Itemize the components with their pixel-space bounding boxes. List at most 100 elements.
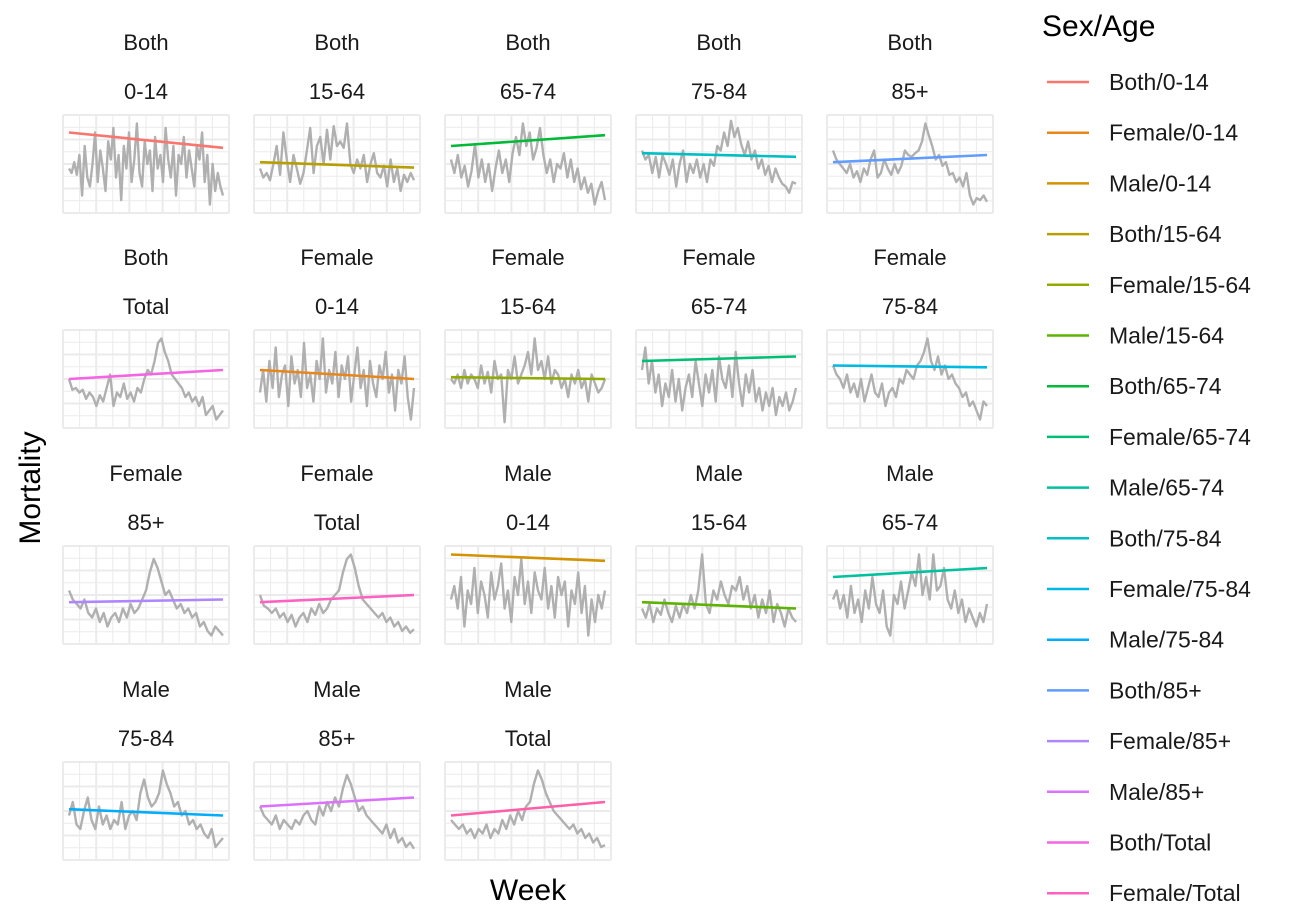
legend-label: Both/65-74	[1109, 373, 1222, 399]
facet-strip-sex: Female	[491, 245, 564, 270]
panel-grid	[444, 761, 612, 861]
trend-line	[68, 131, 224, 150]
mortality-series-line	[450, 337, 607, 424]
facet-strip-age: 75-84	[691, 79, 747, 104]
x-axis-title: Week	[490, 874, 567, 907]
legend-label: Both/0-14	[1109, 69, 1209, 95]
facet-strip-sex: Female	[109, 461, 182, 486]
facet-strip-sex: Male	[695, 461, 743, 486]
trend-line	[259, 796, 415, 808]
facet-strip-sex: Female	[873, 245, 946, 270]
facet-strip-age: 0-14	[124, 79, 168, 104]
trend-line	[259, 593, 415, 604]
facet-strip-sex: Male	[504, 677, 552, 702]
facet-strip-age: 85+	[318, 726, 355, 751]
facet-strip-age: 15-64	[309, 79, 365, 104]
legend-label: Female/65-74	[1109, 424, 1251, 450]
facet-strip-sex: Male	[313, 677, 361, 702]
mortality-series-line	[640, 346, 798, 417]
legend: Sex/Age Both/0-14 Female/0-14 Male/0-14 Bot…	[1042, 10, 1251, 906]
facet-strip-age: 0-14	[506, 510, 550, 535]
legend-label: Female/85+	[1109, 728, 1231, 754]
facet-panel-both-85-: Both 85+	[826, 30, 994, 214]
mortality-series-line	[450, 769, 606, 849]
panel-grid	[444, 114, 612, 214]
panel-grid	[253, 761, 421, 861]
trend-line	[450, 800, 606, 817]
panel-grid	[444, 545, 612, 645]
facet-panel-both-total: Both Total	[62, 245, 230, 429]
facet-panel-male-75-84: Male 75-84	[62, 677, 230, 861]
mortality-series-line	[640, 119, 797, 195]
panel-grid	[635, 114, 803, 214]
panel-grid	[826, 114, 994, 214]
mortality-series-line	[449, 557, 607, 637]
facet-panel-male-0-14: Male 0-14	[444, 461, 612, 645]
facet-strip-age: 75-84	[882, 294, 938, 319]
legend-label: Both/15-64	[1109, 221, 1222, 247]
trend-line	[68, 598, 224, 604]
legend-label: Both/Total	[1109, 830, 1211, 856]
trend-line	[259, 160, 415, 169]
facet-panel-both-65-74: Both 65-74	[444, 30, 612, 214]
facet-strip-sex: Female	[300, 245, 373, 270]
facet-strip-sex: Both	[123, 30, 168, 55]
facet-strip-age: Total	[123, 294, 169, 319]
facet-panel-male-85-: Male 85+	[253, 677, 421, 861]
facet-strip-age: Total	[505, 726, 551, 751]
facet-strip-age: 65-74	[691, 294, 747, 319]
mortality-series-line	[831, 122, 989, 206]
facet-panel-female-15-64: Female 15-64	[444, 245, 612, 429]
mortality-series-line	[258, 122, 416, 193]
trend-line	[450, 553, 606, 563]
mortality-series-line	[67, 769, 224, 849]
legend-label: Female/0-14	[1109, 120, 1238, 146]
trend-line	[832, 566, 988, 579]
facet-strip-sex: Male	[122, 677, 170, 702]
facet-strip-sex: Male	[504, 461, 552, 486]
trend-line	[641, 355, 797, 363]
facet-panels: Both 0-14 Both 15-64 Both 65-74 Both 75-84 Both 8…	[62, 30, 994, 861]
facet-strip-age: 65-74	[882, 510, 938, 535]
mortality-series-line	[449, 122, 607, 206]
mortality-series-line	[640, 553, 797, 628]
legend-label: Female/Total	[1109, 880, 1241, 906]
mortality-series-line	[831, 553, 989, 637]
panel-grid	[62, 545, 230, 645]
facet-panel-female-0-14: Female 0-14	[253, 245, 421, 429]
facet-strip-age: 0-14	[315, 294, 359, 319]
facet-panel-female-85-: Female 85+	[62, 461, 230, 645]
y-axis-title: Mortality	[14, 431, 47, 544]
panel-grid	[826, 545, 994, 645]
facet-panel-female-total: Female Total	[253, 461, 421, 645]
legend-title: Sex/Age	[1042, 10, 1155, 43]
mortality-series-line	[258, 553, 415, 634]
facet-strip-age: 85+	[891, 79, 928, 104]
facet-strip-sex: Both	[696, 30, 741, 55]
legend-label: Both/85+	[1109, 677, 1202, 703]
facet-panel-female-65-74: Female 65-74	[635, 245, 803, 429]
legend-label: Both/75-84	[1109, 525, 1222, 551]
legend-label: Female/15-64	[1109, 272, 1251, 298]
facet-panel-both-15-64: Both 15-64	[253, 30, 421, 214]
trend-line	[641, 151, 797, 159]
trend-line	[450, 375, 606, 381]
facet-strip-age: Total	[314, 510, 360, 535]
facet-strip-age: 65-74	[500, 79, 556, 104]
facet-strip-age: 75-84	[118, 726, 174, 751]
mortality-series-line	[67, 122, 225, 206]
mortality-series-line	[67, 557, 224, 637]
facet-panel-male-15-64: Male 15-64	[635, 461, 803, 645]
facet-strip-sex: Both	[887, 30, 932, 55]
trend-line	[450, 133, 606, 148]
legend-label: Male/75-84	[1109, 627, 1224, 653]
legend-label: Male/65-74	[1109, 475, 1224, 501]
facet-strip-sex: Both	[123, 245, 168, 270]
facet-strip-age: 85+	[127, 510, 164, 535]
facet-panel-male-65-74: Male 65-74	[826, 461, 994, 645]
facet-panel-female-75-84: Female 75-84	[826, 245, 994, 429]
panel-grid	[826, 329, 994, 429]
legend-label: Female/75-84	[1109, 576, 1251, 602]
mortality-series-line	[831, 337, 988, 421]
facet-strip-sex: Both	[314, 30, 359, 55]
